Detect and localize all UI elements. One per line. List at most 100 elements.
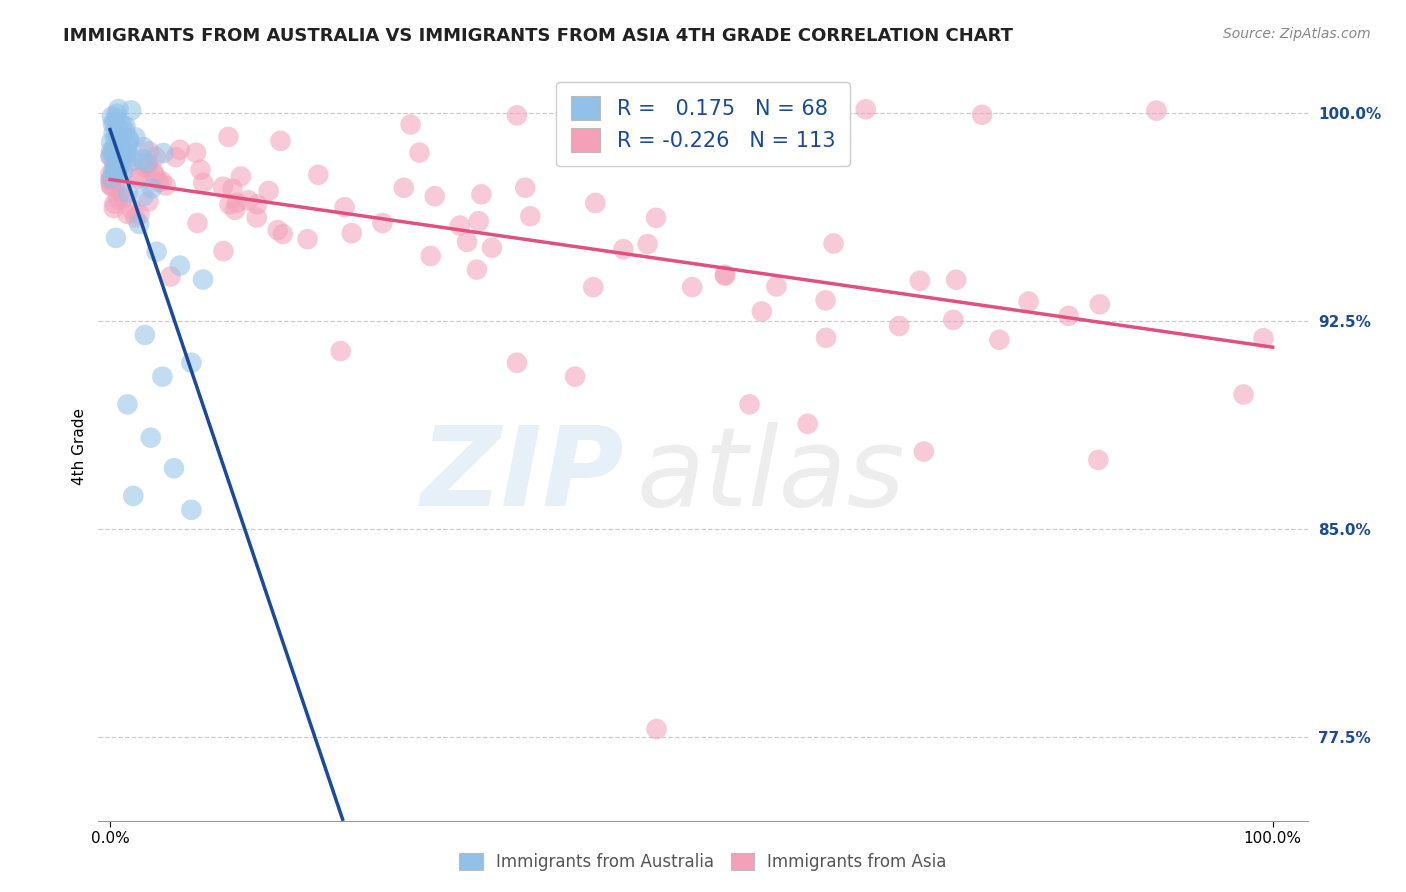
Point <box>889 319 911 334</box>
Point <box>392 181 415 195</box>
Point <box>105 112 128 126</box>
Point <box>100 150 122 164</box>
Point <box>180 356 202 370</box>
Point <box>583 196 606 211</box>
Point <box>738 397 761 411</box>
Point <box>108 123 131 137</box>
Point <box>110 136 132 151</box>
Point <box>481 241 503 255</box>
Point <box>1087 453 1109 467</box>
Point <box>145 150 167 164</box>
Point <box>823 236 845 251</box>
Point <box>333 200 356 214</box>
Point <box>103 115 125 129</box>
Point <box>132 153 155 167</box>
Point <box>142 165 165 179</box>
Point <box>107 161 129 176</box>
Point <box>506 108 529 122</box>
Point <box>515 180 537 194</box>
Point <box>148 175 170 189</box>
Point <box>297 232 319 246</box>
Point <box>217 129 239 144</box>
Point <box>229 169 252 184</box>
Point <box>1057 309 1080 323</box>
Point <box>138 194 160 209</box>
Point <box>152 146 174 161</box>
Point <box>134 161 156 175</box>
Text: IMMIGRANTS FROM AUSTRALIA VS IMMIGRANTS FROM ASIA 4TH GRADE CORRELATION CHART: IMMIGRANTS FROM AUSTRALIA VS IMMIGRANTS … <box>63 27 1014 45</box>
Point <box>103 180 125 194</box>
Point <box>612 242 634 256</box>
Point <box>107 126 129 140</box>
Point <box>714 268 737 283</box>
Point <box>117 186 139 200</box>
Point <box>132 189 155 203</box>
Point <box>110 148 132 162</box>
Point <box>103 156 125 170</box>
Point <box>101 110 124 124</box>
Point <box>117 156 139 170</box>
Point <box>582 280 605 294</box>
Point <box>246 197 269 211</box>
Point <box>150 174 173 188</box>
Point <box>104 162 127 177</box>
Point <box>107 102 129 116</box>
Point <box>645 211 668 225</box>
Point <box>269 134 291 148</box>
Point <box>100 171 122 186</box>
Point <box>193 176 215 190</box>
Point <box>470 187 492 202</box>
Legend: Immigrants from Australia, Immigrants from Asia: Immigrants from Australia, Immigrants fr… <box>451 845 955 880</box>
Point <box>637 237 659 252</box>
Point <box>307 168 329 182</box>
Point <box>122 489 145 503</box>
Point <box>506 356 529 370</box>
Point <box>114 119 136 133</box>
Point <box>107 162 129 177</box>
Point <box>714 268 737 282</box>
Point <box>100 178 122 193</box>
Point <box>988 333 1011 347</box>
Point <box>105 128 128 143</box>
Point <box>118 132 141 146</box>
Point <box>103 146 125 161</box>
Point <box>267 223 290 237</box>
Point <box>340 226 363 240</box>
Point <box>145 244 167 259</box>
Point <box>103 201 125 215</box>
Point <box>191 272 214 286</box>
Point <box>796 417 818 431</box>
Point <box>121 154 143 169</box>
Point <box>970 108 993 122</box>
Point <box>564 369 586 384</box>
Point <box>100 167 122 181</box>
Point <box>139 431 162 445</box>
Point <box>100 178 122 193</box>
Point <box>110 132 132 146</box>
Point <box>1144 103 1167 118</box>
Point <box>120 150 142 164</box>
Point <box>942 313 965 327</box>
Point <box>105 153 128 168</box>
Point <box>180 503 202 517</box>
Point <box>399 118 422 132</box>
Point <box>184 145 207 160</box>
Point <box>103 196 125 211</box>
Point <box>111 165 134 179</box>
Point <box>112 191 135 205</box>
Point <box>110 186 132 200</box>
Point <box>117 207 139 221</box>
Point <box>111 118 134 132</box>
Point <box>100 145 122 159</box>
Point <box>100 149 122 163</box>
Y-axis label: 4th Grade: 4th Grade <box>72 408 87 484</box>
Point <box>120 202 142 216</box>
Point <box>1018 294 1040 309</box>
Point <box>128 208 150 222</box>
Legend: R =   0.175   N = 68, R = -0.226   N = 113: R = 0.175 N = 68, R = -0.226 N = 113 <box>557 82 849 167</box>
Point <box>765 279 787 293</box>
Point <box>467 214 489 228</box>
Point <box>107 162 129 177</box>
Point <box>796 101 818 115</box>
Point <box>104 161 127 176</box>
